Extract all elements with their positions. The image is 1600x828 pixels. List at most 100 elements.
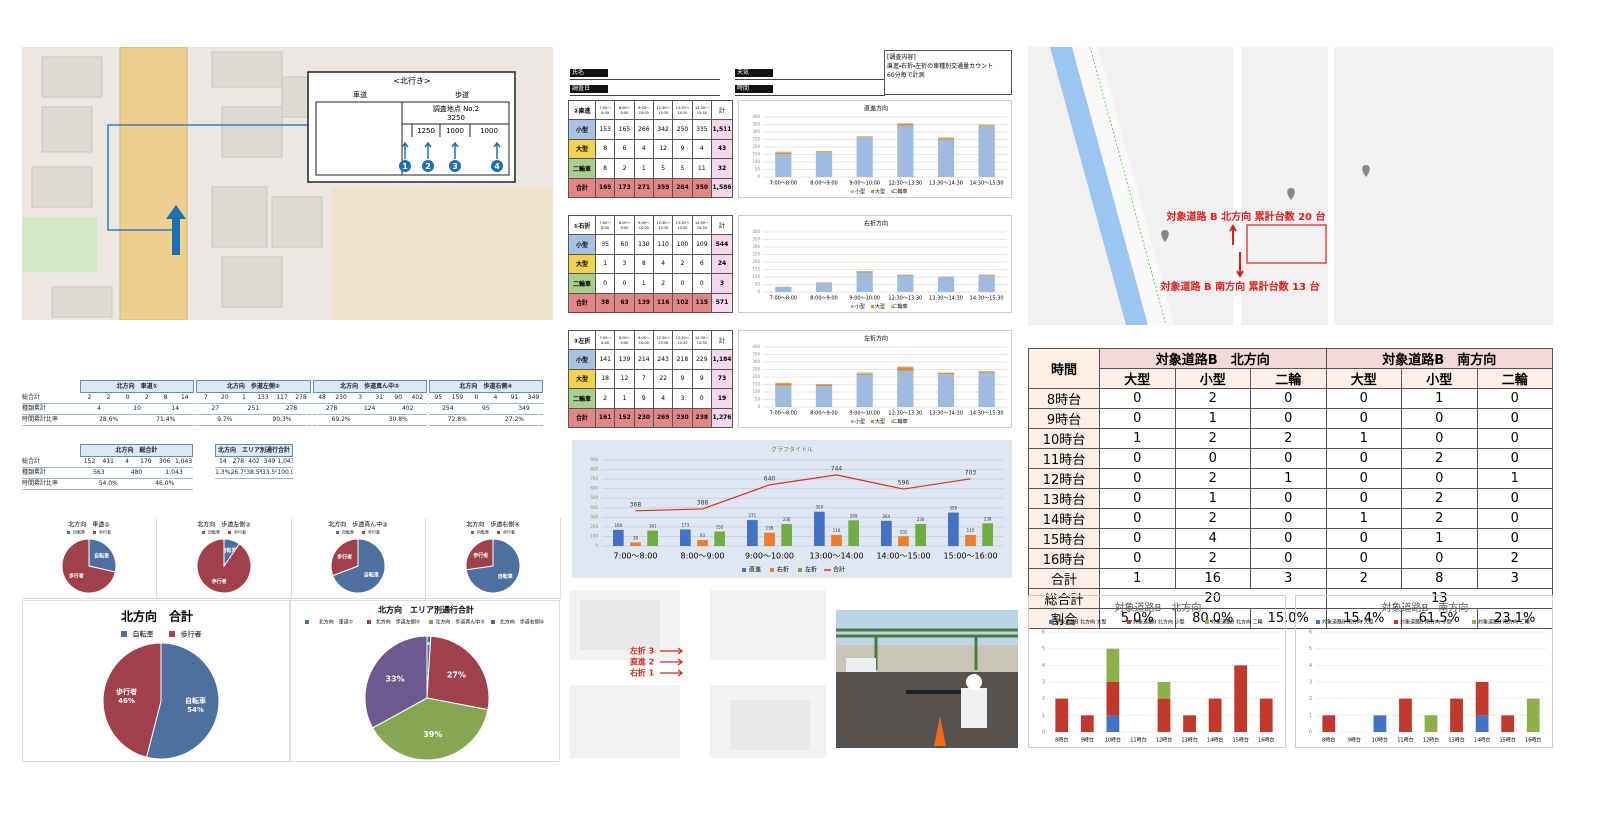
building [41, 56, 103, 98]
row-label: 総合計 [1028, 588, 1100, 609]
slot-header: 13:30～14:30 [672, 99, 693, 121]
bar-segment [856, 271, 873, 273]
legend-label: 二輪車 [892, 303, 907, 310]
bar-segment [775, 152, 792, 155]
form-field: 時間 [735, 85, 885, 96]
y-tick-label: 2 [1042, 696, 1045, 702]
x-tick-label: 7:00～8:00 [614, 552, 658, 561]
slice-label: 39% [423, 730, 442, 739]
cell: 0 [1401, 548, 1478, 569]
x-tick-label: 9:00～10:00 [849, 296, 880, 302]
cell: 26.7% [230, 469, 247, 476]
slot-header: 13:30～14:30 [672, 214, 693, 236]
row-total: 1,511 [711, 119, 733, 140]
pie-slice [364, 635, 428, 729]
header-row: ③左折 7:00～8:00 8:00～9:00 9:00～10:00 12:30～13:… [568, 329, 733, 351]
legend-label: 小型 [855, 303, 865, 310]
cell: 402 [248, 458, 260, 465]
row-label: 合計 [1028, 568, 1100, 589]
cell: 2 [1174, 508, 1251, 529]
walk-cell [401, 101, 510, 176]
y-tick-label: 0 [757, 174, 760, 179]
cell: 1 [1099, 568, 1176, 589]
cell: 7 [633, 368, 654, 390]
type-header: 二輪 [1250, 368, 1327, 389]
cell: 271 [633, 177, 654, 199]
y-tick-label: 0 [757, 289, 760, 294]
data-row: 二輪車 8 2 1 5 5 11 32 [568, 158, 733, 179]
legend-label: 歩行者 [503, 529, 515, 535]
row-total: 571 [711, 292, 733, 314]
bar-segment [815, 386, 833, 407]
group-header: 対象道路B 北方向 [1099, 348, 1327, 369]
legend-swatch [1472, 620, 1476, 624]
bar-segment [856, 373, 873, 375]
cell: 124 [363, 405, 376, 412]
cell: 2 [106, 394, 111, 401]
cell: 117 [276, 394, 288, 401]
slice-label: 自転車 [364, 572, 379, 579]
y-tick-label: 300 [752, 359, 760, 364]
cell: 359 [652, 177, 674, 199]
time-header: 時間 [1028, 348, 1100, 389]
row: 7 20 1 133 117 278 [196, 393, 311, 404]
row-label: 時間累計比率 [22, 416, 59, 423]
y-tick-label: 400 [752, 229, 760, 234]
slice-label: 歩行者 [473, 552, 488, 559]
cell: 0 [1325, 528, 1402, 549]
legend-swatch [871, 305, 874, 308]
street [680, 590, 710, 758]
x-tick-label: 12:30～13:30 [888, 296, 922, 302]
y-tick-label: 200 [752, 259, 760, 264]
row-total: 544 [711, 234, 733, 255]
y-tick-label: 2 [1309, 696, 1312, 702]
bar-segment [897, 370, 914, 407]
row-label: 16時台 [1028, 548, 1100, 569]
slot-header: 12:30～13:30 [652, 329, 674, 351]
x-tick-label: 13:30～14:30 [929, 296, 963, 302]
field-label: 調査日 [570, 85, 608, 93]
park [22, 217, 97, 272]
x-tick-label: 14:30～15:30 [970, 411, 1004, 417]
canvas [836, 610, 1018, 748]
bar-segment [1157, 698, 1171, 732]
legend-label: 小型 [855, 188, 865, 195]
cell: 0 [1099, 528, 1176, 549]
legend-swatch [742, 568, 746, 572]
block [730, 700, 810, 750]
cell: 1 [614, 388, 635, 409]
data-row: 9時台 0 1 0 0 0 0 [1028, 408, 1553, 429]
bar-segment [897, 366, 914, 368]
row-label: 大型 [568, 368, 596, 390]
bar [647, 530, 659, 546]
cell: 38.5% [246, 469, 262, 476]
row: 9.7% 90.3% [196, 415, 311, 426]
row-label: 11時台 [1028, 448, 1100, 469]
data-label: 115 [967, 528, 975, 533]
x-tick-label: 12時台 [1156, 737, 1172, 744]
cell: 2 [1174, 428, 1251, 449]
pin [1161, 230, 1169, 242]
form-field: 氏名 [570, 69, 720, 80]
cell: 0 [1250, 448, 1327, 469]
pin [1287, 188, 1295, 200]
cell: 12 [652, 138, 674, 160]
cell: 0 [1325, 448, 1402, 469]
y-tick-label: 50 [755, 397, 761, 402]
bar-segment [856, 137, 873, 177]
cell: 5 [652, 158, 674, 179]
cell: 90 [394, 394, 403, 401]
bar [764, 532, 775, 546]
group: 北方向 総合計 152 411 4 170 306 1,043 563 480 1,043 54.0… [80, 444, 193, 490]
bar-segment [1055, 698, 1069, 732]
cell: 15.4% [1325, 608, 1402, 629]
y-tick-label: 50 [755, 167, 761, 172]
cell: 2 [87, 394, 92, 401]
cell: 0 [1099, 388, 1176, 409]
y-tick-label: 350 [752, 122, 760, 127]
cell: 0 [125, 394, 130, 401]
legend-label: 大型 [875, 418, 885, 425]
data-label: 271 [749, 513, 757, 518]
